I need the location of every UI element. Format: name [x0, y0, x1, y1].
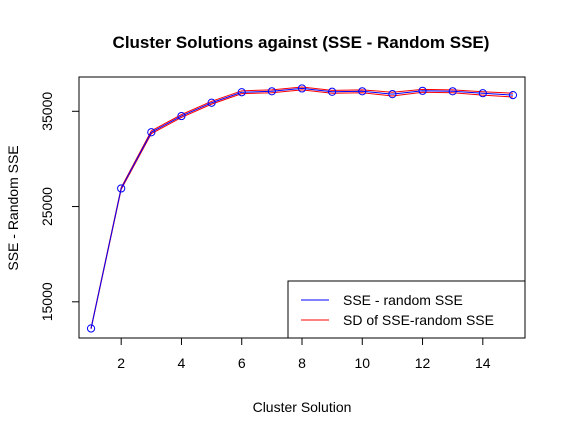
- x-tick-label-5: 12: [415, 355, 431, 371]
- sse-point-4: [177, 111, 186, 121]
- sse-point-2: [117, 184, 126, 193]
- sse-point-6: [237, 88, 246, 97]
- series-layer: [86, 84, 518, 333]
- sse-point-9: [328, 87, 337, 96]
- y-tick-label-1: 25000: [39, 187, 55, 226]
- legend: SSE - random SSE SD of SSE-random SSE: [287, 280, 526, 339]
- sse-point-8: [297, 84, 307, 93]
- x-tick-label-0: 2: [117, 355, 125, 371]
- x-tick-label-1: 4: [178, 355, 186, 371]
- x-tick-label-6: 14: [475, 355, 491, 371]
- x-tick-label-4: 10: [354, 355, 370, 371]
- sse-point-14: [478, 89, 487, 98]
- sse-point-7: [267, 87, 276, 96]
- legend-box: [287, 280, 526, 339]
- sse-point-1: [86, 324, 96, 333]
- x-tick-label-2: 6: [238, 355, 246, 371]
- sse-point-12: [418, 86, 427, 95]
- sse-point-3: [147, 128, 156, 137]
- sse-point-5: [207, 98, 216, 107]
- chart-title: Cluster Solutions against (SSE - Random …: [113, 33, 490, 52]
- sse-point-10: [358, 87, 367, 96]
- y-axis-label: SSE - Random SSE: [5, 145, 21, 270]
- sd-band-upper-line: [90, 86, 513, 329]
- sse-point-11: [388, 90, 397, 99]
- sse-point-13: [448, 87, 457, 96]
- x-axis-label: Cluster Solution: [253, 399, 352, 415]
- y-tick-label-2: 35000: [39, 92, 55, 131]
- x-axis: 2 4 6 8 10 12 14: [117, 338, 491, 371]
- sse-point-15: [508, 90, 518, 100]
- legend-label-0: SSE - random SSE: [343, 292, 463, 308]
- legend-label-1: SD of SSE-random SSE: [343, 312, 494, 328]
- y-tick-label-0: 15000: [39, 282, 55, 321]
- y-axis: 15000 25000 35000: [39, 92, 79, 321]
- sse-series-line: [90, 87, 513, 329]
- x-tick-label-3: 8: [298, 355, 306, 371]
- sd-band-lower-line: [90, 89, 513, 330]
